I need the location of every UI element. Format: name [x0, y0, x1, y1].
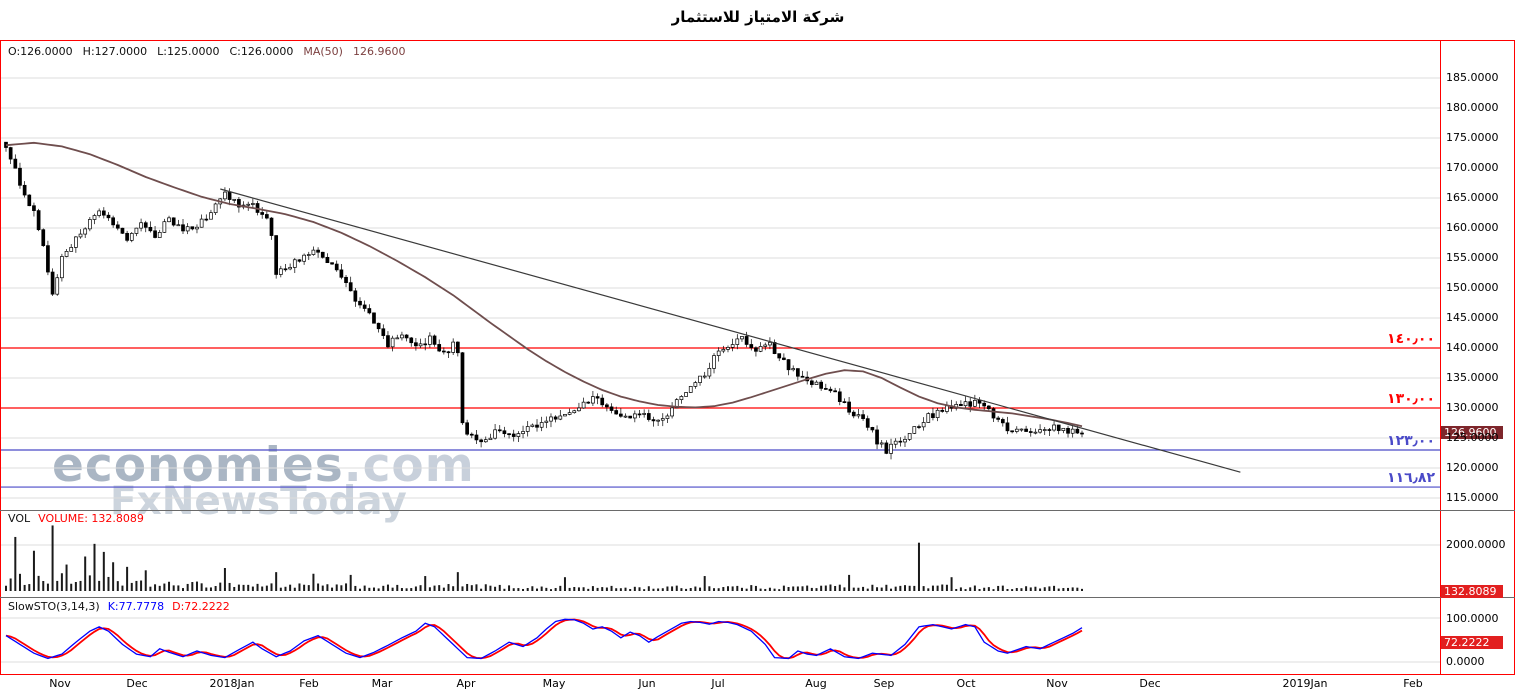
x-axis-label: Aug — [805, 677, 827, 690]
volume-axis-tick: 2000.0000 — [1446, 538, 1506, 551]
y-axis-tick: 165.0000 — [1446, 191, 1499, 204]
volume-pane-label: VOL — [8, 512, 31, 525]
y-axis-tick: 155.0000 — [1446, 251, 1499, 264]
stochastic-k-label: K:77.7778 — [107, 600, 165, 613]
stochastic-axis-tick-top: 100.0000 — [1446, 612, 1499, 625]
y-axis-tick: 160.0000 — [1446, 221, 1499, 234]
y-axis-tick: 175.0000 — [1446, 131, 1499, 144]
ohlc-low: L:125.0000 — [157, 45, 220, 58]
stochastic-axis-tick-bottom: 0.0000 — [1446, 655, 1485, 668]
stochastic-label-row: SlowSTO(3,14,3) K:77.7778 D:72.2222 — [8, 600, 238, 613]
ma-label: MA(50) — [303, 45, 343, 58]
axis-divider — [1440, 40, 1441, 675]
x-axis-label: Dec — [1139, 677, 1161, 690]
y-axis-tick: 120.0000 — [1446, 461, 1499, 474]
stochastic-d-label: D:72.2222 — [172, 600, 230, 613]
y-axis-tick: 140.0000 — [1446, 341, 1499, 354]
pane-divider-volume — [0, 510, 1515, 511]
ohlc-close: C:126.0000 — [229, 45, 294, 58]
x-axis-label: 2019Jan — [1282, 677, 1328, 690]
x-axis-label: Nov — [49, 677, 71, 690]
watermark-com-suffix: .com — [343, 438, 475, 493]
volume-value-label: VOLUME: 132.8089 — [38, 512, 144, 525]
y-axis-tick: 125.0000 — [1446, 431, 1499, 444]
y-axis-tick: 135.0000 — [1446, 371, 1499, 384]
pane-divider-stochastic — [0, 597, 1515, 598]
stochastic-badge: 72.2222 — [1441, 636, 1503, 649]
x-axis-label: Apr — [456, 677, 476, 690]
y-axis-tick: 180.0000 — [1446, 101, 1499, 114]
x-axis-label: Nov — [1046, 677, 1068, 690]
x-axis-label: Feb — [299, 677, 319, 690]
watermark-economies-main: economies — [52, 438, 344, 493]
x-axis-label: Oct — [956, 677, 976, 690]
y-axis-tick: 170.0000 — [1446, 161, 1499, 174]
y-axis-tick: 145.0000 — [1446, 311, 1499, 324]
watermark-economies: economies.com — [52, 438, 475, 493]
price-badge: 126.9600 — [1441, 426, 1503, 439]
level-label: ١٣٠٫٠٠ — [1387, 391, 1435, 407]
x-axis-label: Dec — [126, 677, 148, 690]
volume-label-row: VOL VOLUME: 132.8089 — [8, 512, 152, 525]
ohlc-high: H:127.0000 — [82, 45, 148, 58]
y-axis-tick: 130.0000 — [1446, 401, 1499, 414]
x-axis-label: 2018Jan — [209, 677, 255, 690]
volume-badge: 132.8089 — [1441, 585, 1503, 598]
x-axis-label: Jul — [711, 677, 725, 690]
ma-value: 126.9600 — [352, 45, 406, 58]
ohlc-info-bar: O:126.0000 H:127.0000 L:125.0000 C:126.0000… — [8, 45, 415, 58]
x-axis-label: Jun — [638, 677, 656, 690]
chart-title: شركة الامتياز للاستثمار — [671, 8, 845, 26]
level-label: ١٢٣٫٠٠ — [1387, 433, 1435, 449]
y-axis-tick: 150.0000 — [1446, 281, 1499, 294]
level-label: ١١٦٫٨٢ — [1387, 470, 1435, 487]
ohlc-open: O:126.0000 — [8, 45, 73, 58]
x-axis-label: Sep — [873, 677, 895, 690]
x-axis-label: Mar — [371, 677, 393, 690]
x-axis-label: May — [542, 677, 566, 690]
y-axis-tick: 185.0000 — [1446, 71, 1499, 84]
x-axis-label: Feb — [1403, 677, 1423, 690]
stochastic-label: SlowSTO(3,14,3) — [8, 600, 100, 613]
y-axis-tick: 115.0000 — [1446, 491, 1499, 504]
level-label: ١٤٠٫٠٠ — [1387, 331, 1435, 347]
